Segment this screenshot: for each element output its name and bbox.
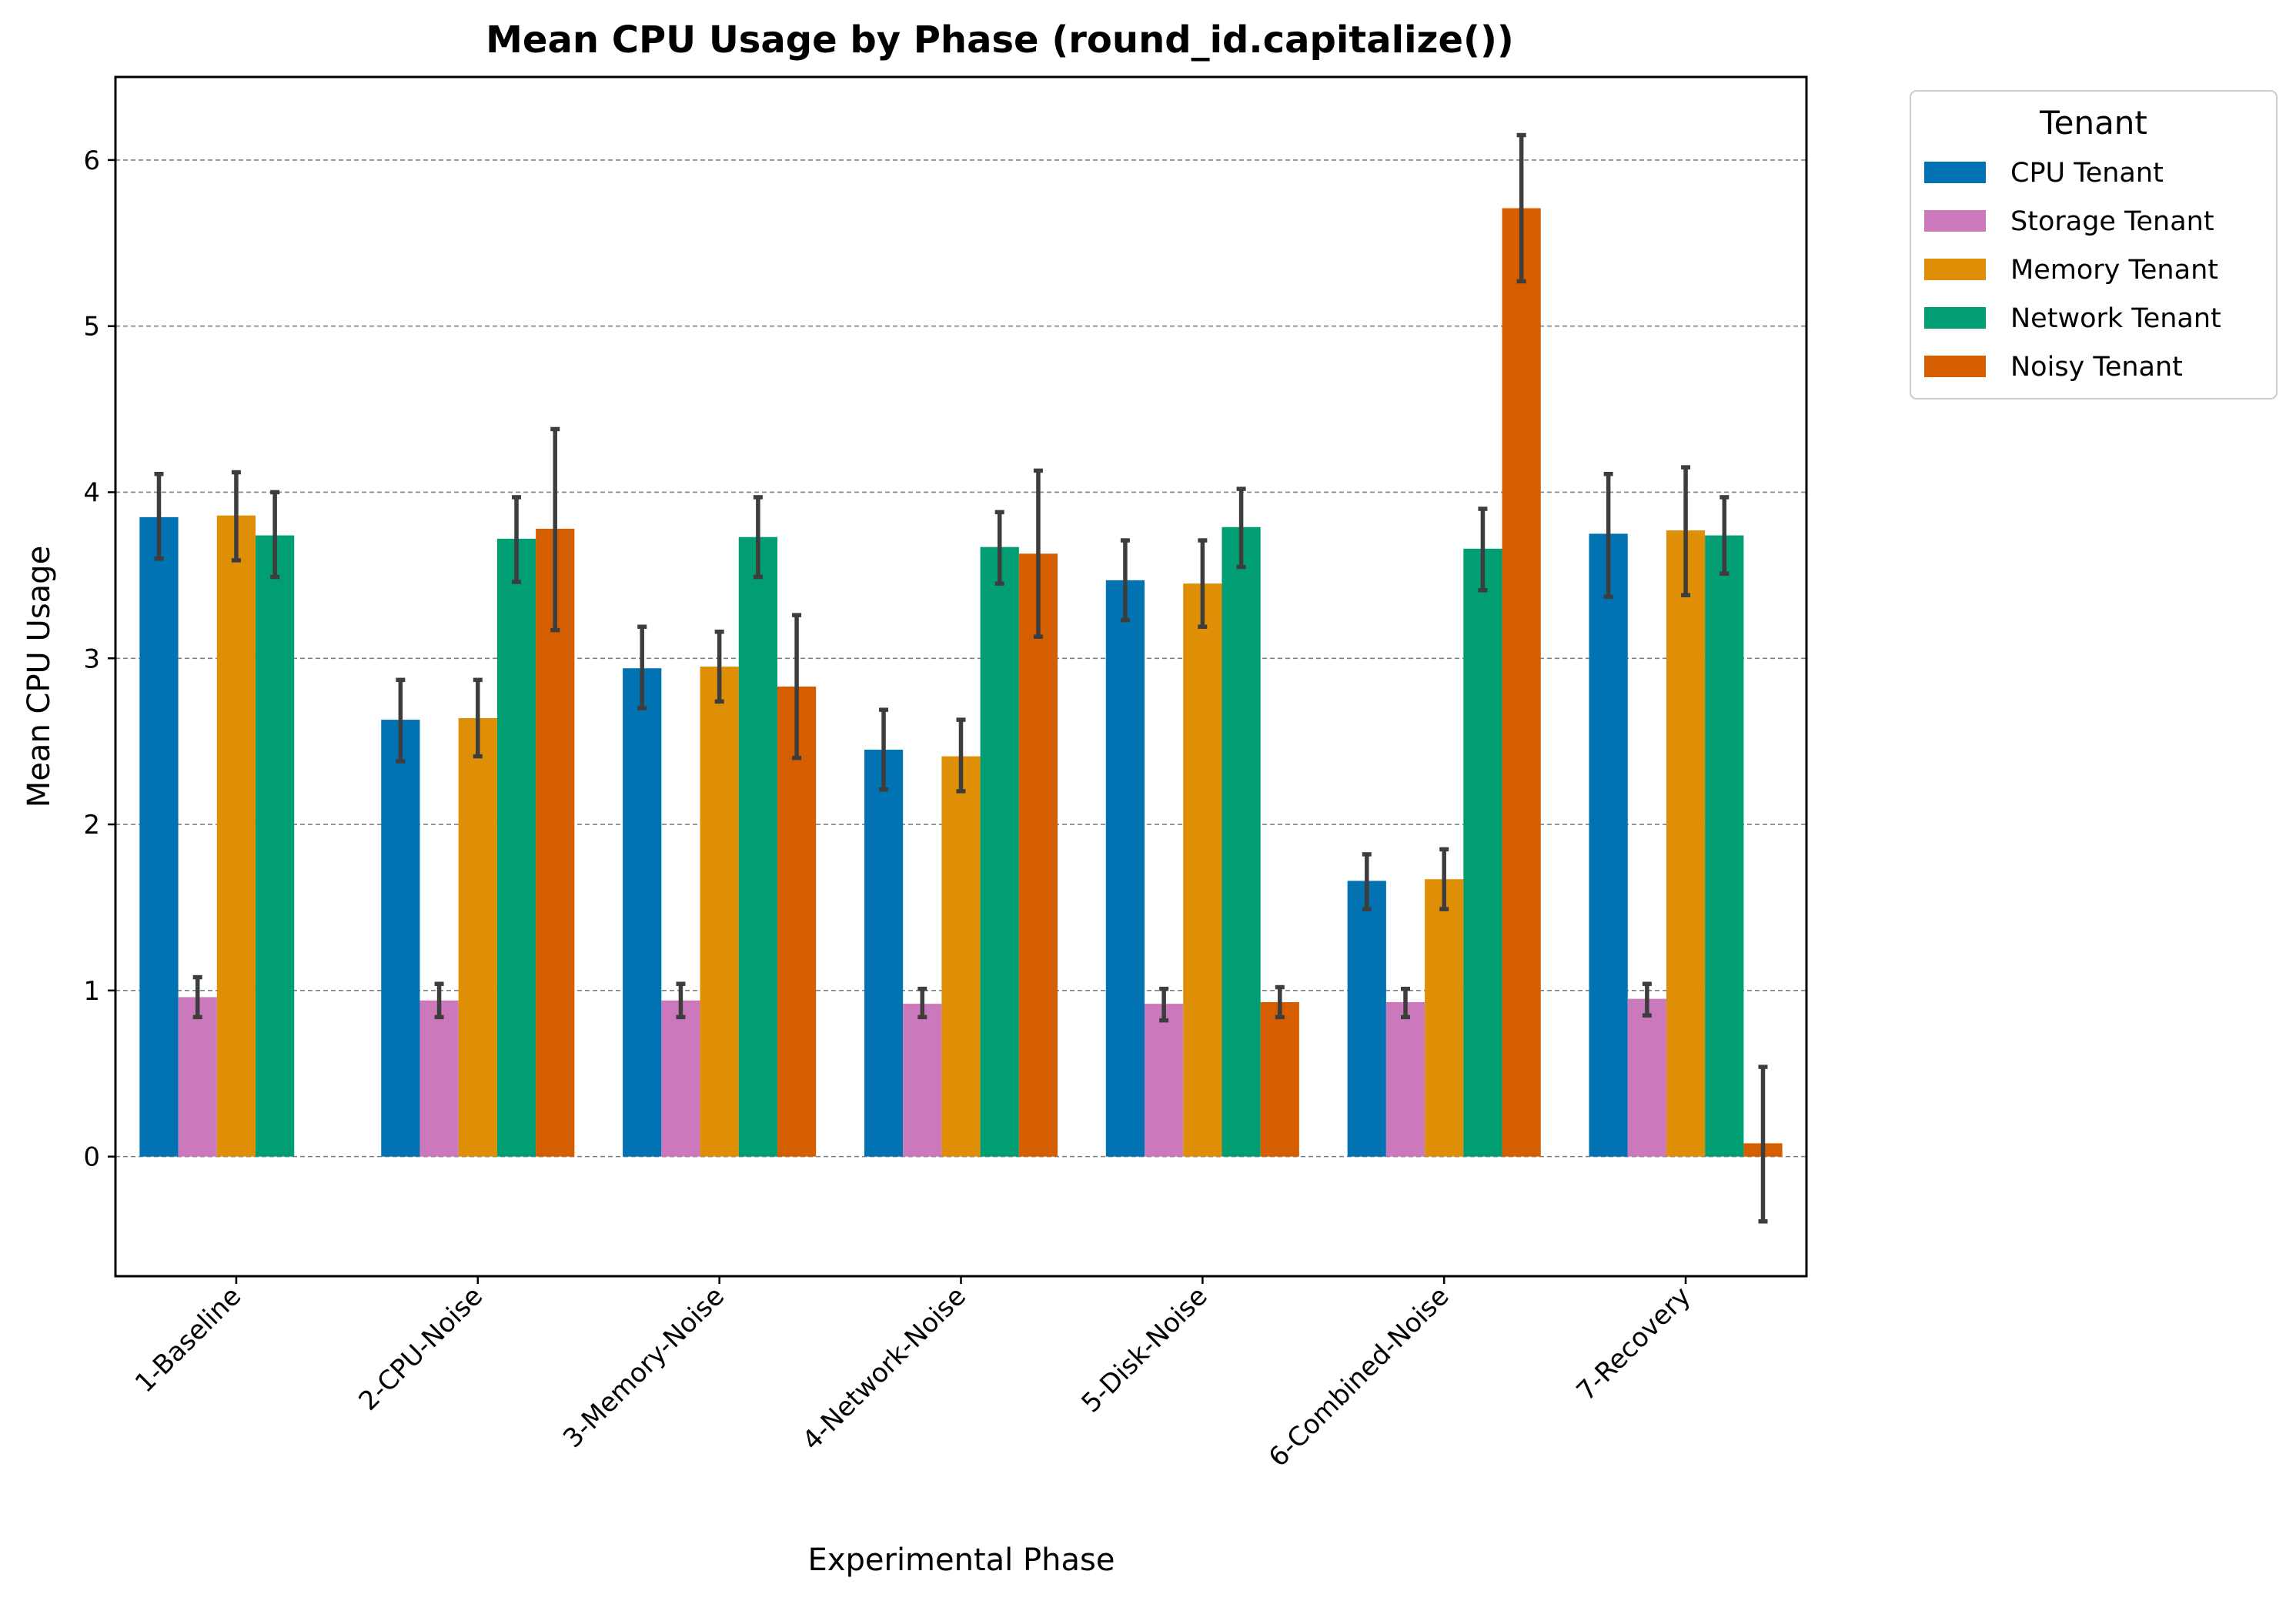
bar [700,667,739,1157]
bar [1705,535,1744,1157]
legend-swatch [1924,210,1986,232]
bar [216,515,256,1157]
bar [536,528,575,1157]
y-tick-label: 3 [83,643,100,674]
legend-swatch [1924,307,1986,329]
bar [1589,533,1628,1157]
y-tick-label: 5 [83,312,100,343]
bar [1385,1001,1425,1157]
legend-swatch [1924,259,1986,280]
bar [661,1000,700,1157]
bar [381,720,420,1157]
bar [980,546,1019,1157]
chart-title: Mean CPU Usage by Phase (round_id.capita… [486,18,1514,62]
y-axis-ticks: 0 1 2 3 4 5 6 [83,145,115,1173]
bar [1502,208,1541,1157]
bar [496,538,536,1157]
legend-title: Tenant [2039,104,2147,142]
bar [1145,1004,1184,1157]
legend-items: CPU Tenant Storage Tenant Memory Tenant Net… [1924,158,2221,383]
bar [256,535,295,1157]
y-axis-label: Mean CPU Usage [22,546,57,807]
bar [1183,583,1222,1157]
y-tick-label: 0 [83,1142,100,1173]
y-tick-label: 1 [83,976,100,1007]
bar [1018,553,1058,1157]
bar [864,749,904,1157]
x-axis-label: Experimental Phase [808,1543,1115,1578]
bar [941,756,981,1157]
legend: Tenant CPU Tenant Storage Tenant Memory Te… [1910,90,2278,399]
bar [1463,548,1502,1157]
bar [1425,879,1464,1157]
bar [1666,530,1706,1157]
legend-swatch [1924,162,1986,183]
bar [903,1004,942,1157]
legend-label: Noisy Tenant [2010,352,2183,383]
legend-swatch [1924,356,1986,377]
legend-label: CPU Tenant [2010,158,2164,189]
bar [1347,881,1386,1157]
legend-box [1910,90,2278,399]
error-bars [154,132,1768,1224]
legend-label: Storage Tenant [2010,206,2214,237]
bars [139,208,1783,1157]
bar [1260,1001,1299,1157]
bar [1222,526,1261,1157]
bar [777,686,817,1157]
bar [623,668,662,1157]
bar [178,997,217,1157]
bar [1627,998,1666,1157]
y-tick-label: 4 [83,477,100,508]
y-tick-label: 2 [83,810,100,841]
bar [738,536,777,1157]
y-tick-label: 6 [83,145,100,176]
bar [1105,580,1145,1157]
legend-label: Memory Tenant [2010,255,2218,286]
bar [458,717,497,1157]
bar [139,516,179,1157]
bar [419,1000,459,1157]
legend-label: Network Tenant [2010,303,2221,334]
